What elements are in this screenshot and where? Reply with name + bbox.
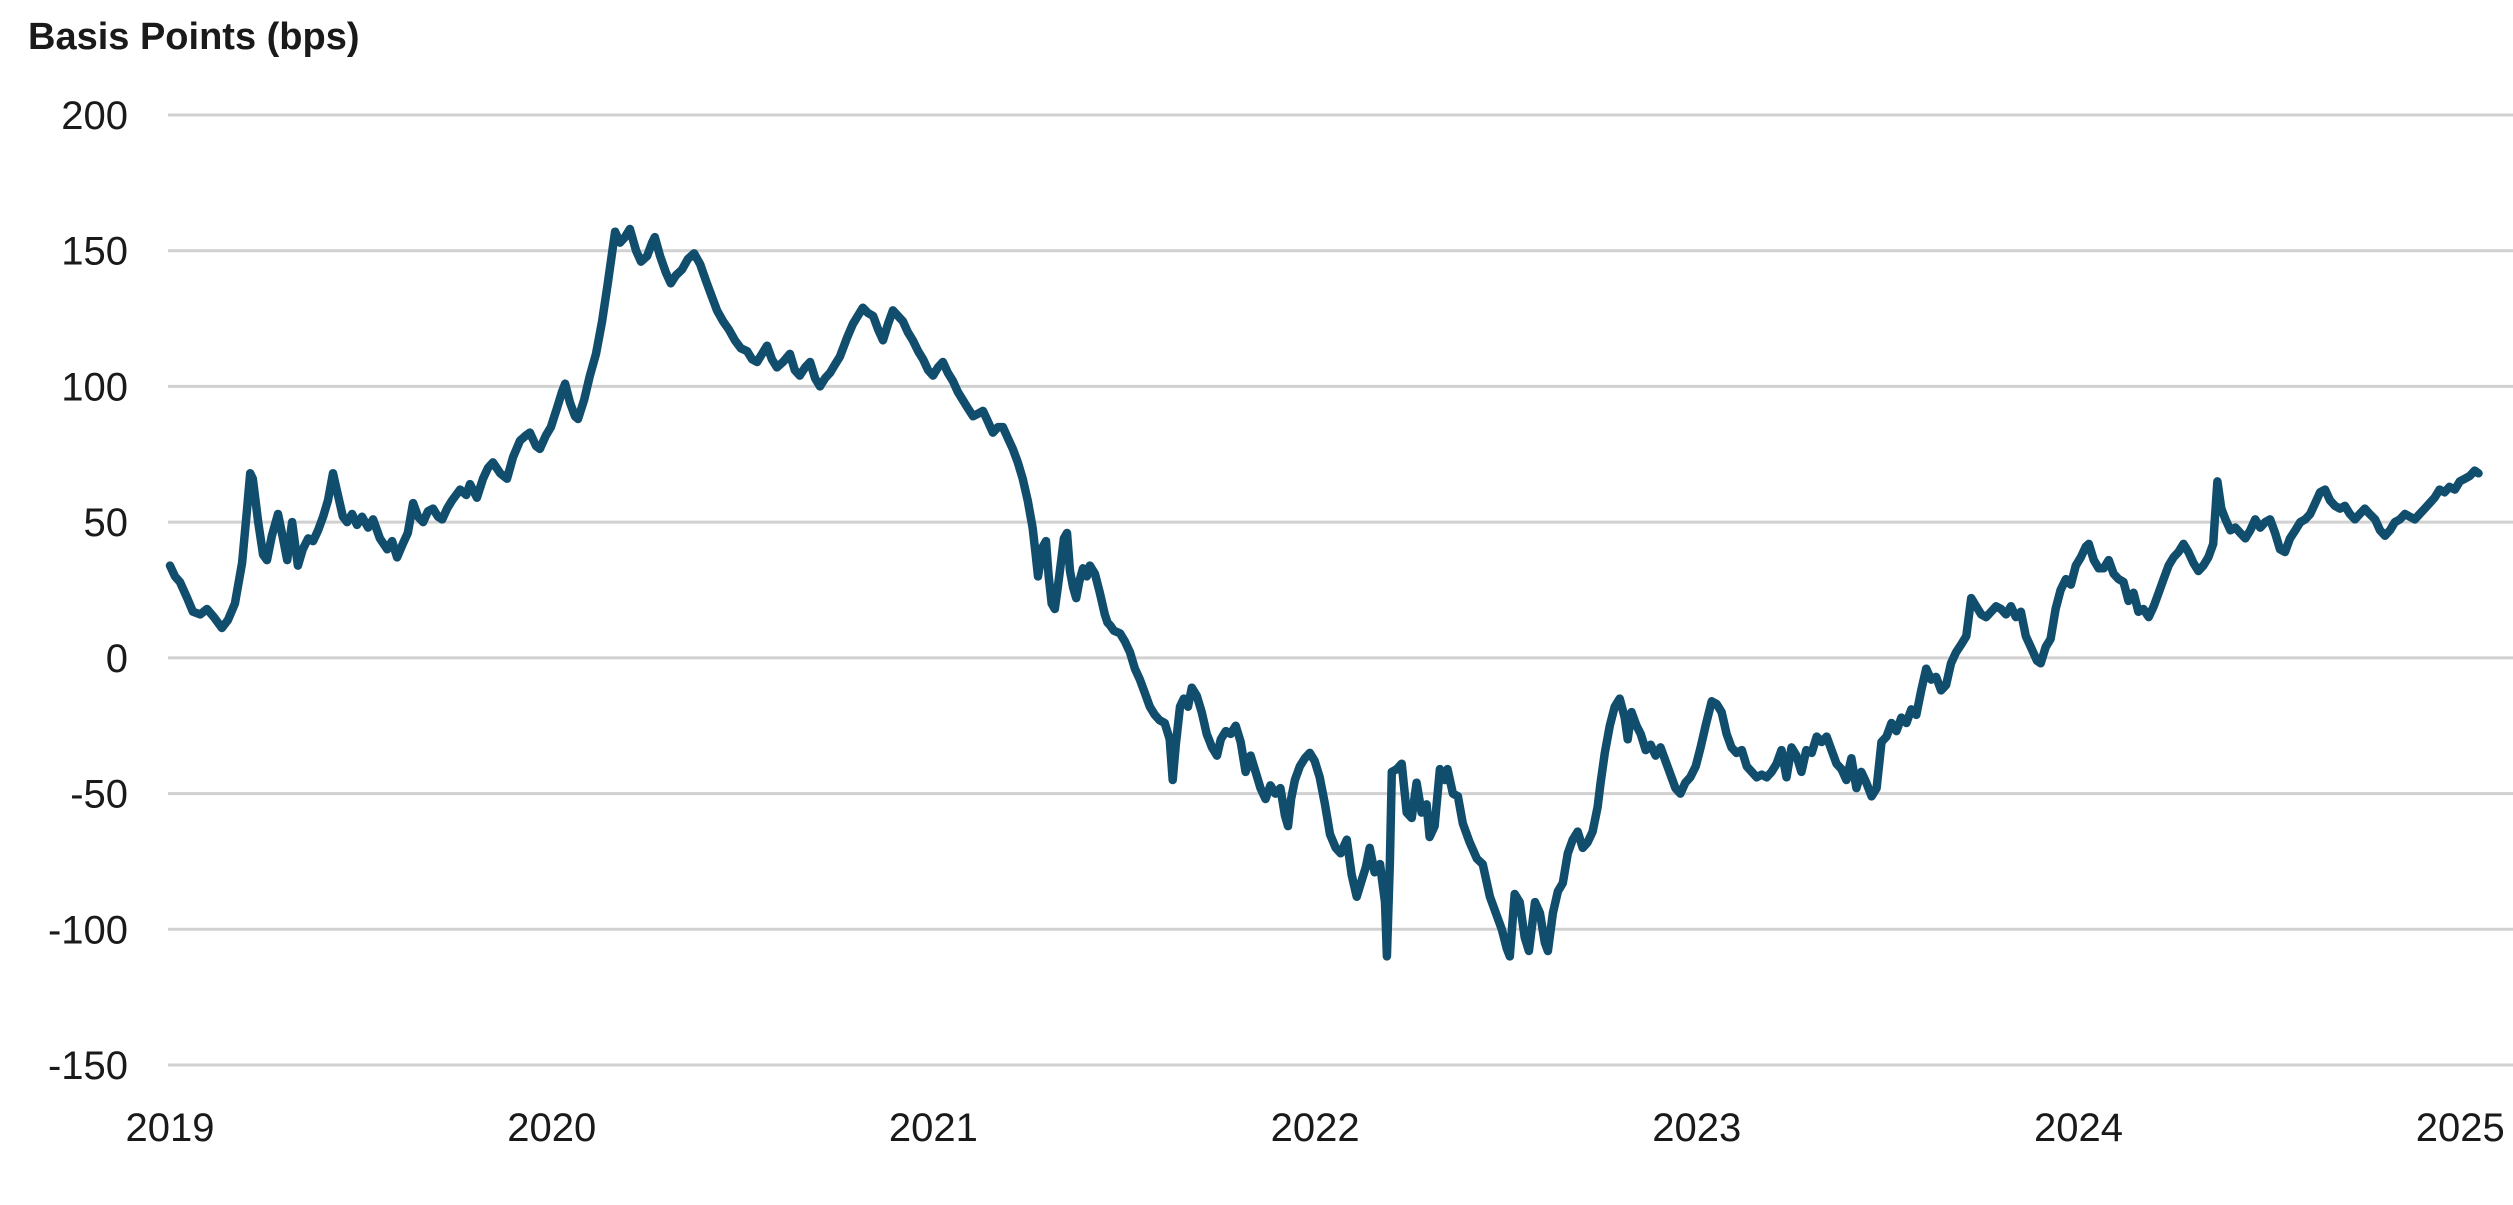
y-tick-label: 150 — [61, 230, 128, 274]
x-tick-label: 2020 — [507, 1106, 596, 1150]
y-tick-label: -150 — [48, 1044, 128, 1088]
y-tick-label: 50 — [84, 501, 129, 545]
y-tick-label: 200 — [61, 94, 128, 138]
x-tick-label: 2024 — [2034, 1106, 2123, 1150]
series-line — [165, 224, 2483, 961]
y-tick-label: 0 — [106, 637, 128, 681]
x-tick-label: 2021 — [889, 1106, 978, 1150]
x-tick-label: 2025 — [2416, 1106, 2505, 1150]
x-tick-label: 2022 — [1271, 1106, 1360, 1150]
chart-title: Basis Points (bps) — [28, 16, 360, 58]
y-tick-label: 100 — [61, 365, 128, 409]
y-tick-label: -50 — [70, 773, 128, 817]
x-tick-label: 2019 — [126, 1106, 215, 1150]
x-tick-label: 2023 — [1652, 1106, 1741, 1150]
y-tick-label: -100 — [48, 908, 128, 952]
